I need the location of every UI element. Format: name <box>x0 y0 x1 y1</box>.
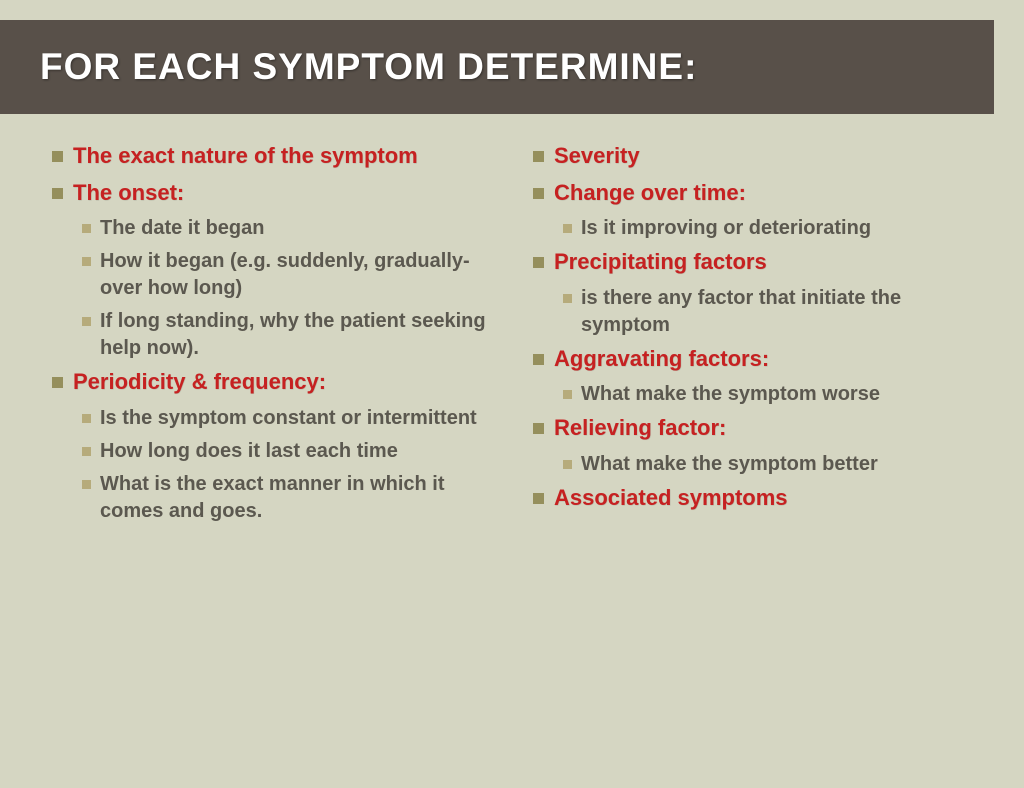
sub-text: How it began (e.g. suddenly, gradually-o… <box>100 248 503 302</box>
main-text: The exact nature of the symptom <box>73 142 418 171</box>
sub-text: Is it improving or deteriorating <box>581 215 871 242</box>
square-bullet-icon <box>82 257 91 266</box>
list-item: The onset: <box>52 179 503 208</box>
square-bullet-icon <box>82 317 91 326</box>
main-text: Aggravating factors: <box>554 345 769 374</box>
main-text: Precipitating factors <box>554 248 767 277</box>
square-bullet-icon <box>52 188 63 199</box>
main-text: Relieving factor: <box>554 414 726 443</box>
left-column: The exact nature of the symptom The onse… <box>52 142 503 531</box>
square-bullet-icon <box>82 480 91 489</box>
sub-list-item: Is the symptom constant or intermittent <box>82 405 503 432</box>
square-bullet-icon <box>533 493 544 504</box>
sub-text: is there any factor that initiate the sy… <box>581 285 984 339</box>
list-item: Periodicity & frequency: <box>52 368 503 397</box>
sub-list-item: How it began (e.g. suddenly, gradually-o… <box>82 248 503 302</box>
sub-list-item: How long does it last each time <box>82 438 503 465</box>
square-bullet-icon <box>533 257 544 268</box>
main-text: Associated symptoms <box>554 484 788 513</box>
main-text: The onset: <box>73 179 184 208</box>
square-bullet-icon <box>563 390 572 399</box>
square-bullet-icon <box>52 377 63 388</box>
list-item: The exact nature of the symptom <box>52 142 503 171</box>
main-text: Severity <box>554 142 640 171</box>
sub-text: What is the exact manner in which it com… <box>100 471 503 525</box>
right-column: Severity Change over time: Is it improvi… <box>533 142 984 531</box>
sub-list-item: The date it began <box>82 215 503 242</box>
square-bullet-icon <box>533 423 544 434</box>
sub-list-item: is there any factor that initiate the sy… <box>563 285 984 339</box>
square-bullet-icon <box>563 224 572 233</box>
sub-text: Is the symptom constant or intermittent <box>100 405 477 432</box>
sub-list-item: What make the symptom worse <box>563 381 984 408</box>
main-text: Change over time: <box>554 179 746 208</box>
square-bullet-icon <box>563 460 572 469</box>
content-area: The exact nature of the symptom The onse… <box>0 114 1024 531</box>
sub-text: How long does it last each time <box>100 438 398 465</box>
square-bullet-icon <box>82 447 91 456</box>
sub-text: What make the symptom better <box>581 451 878 478</box>
slide-title: FOR EACH SYMPTOM DETERMINE: <box>40 46 994 88</box>
square-bullet-icon <box>533 151 544 162</box>
sub-list-item: What make the symptom better <box>563 451 984 478</box>
square-bullet-icon <box>533 188 544 199</box>
square-bullet-icon <box>82 224 91 233</box>
sub-list-item: What is the exact manner in which it com… <box>82 471 503 525</box>
list-item: Severity <box>533 142 984 171</box>
square-bullet-icon <box>52 151 63 162</box>
sub-text: What make the symptom worse <box>581 381 880 408</box>
sub-text: If long standing, why the patient seekin… <box>100 308 503 362</box>
sub-list-item: If long standing, why the patient seekin… <box>82 308 503 362</box>
square-bullet-icon <box>82 414 91 423</box>
sub-text: The date it began <box>100 215 264 242</box>
list-item: Aggravating factors: <box>533 345 984 374</box>
list-item: Change over time: <box>533 179 984 208</box>
list-item: Precipitating factors <box>533 248 984 277</box>
sub-list-item: Is it improving or deteriorating <box>563 215 984 242</box>
main-text: Periodicity & frequency: <box>73 368 326 397</box>
list-item: Relieving factor: <box>533 414 984 443</box>
square-bullet-icon <box>563 294 572 303</box>
square-bullet-icon <box>533 354 544 365</box>
title-bar: FOR EACH SYMPTOM DETERMINE: <box>0 20 994 114</box>
list-item: Associated symptoms <box>533 484 984 513</box>
